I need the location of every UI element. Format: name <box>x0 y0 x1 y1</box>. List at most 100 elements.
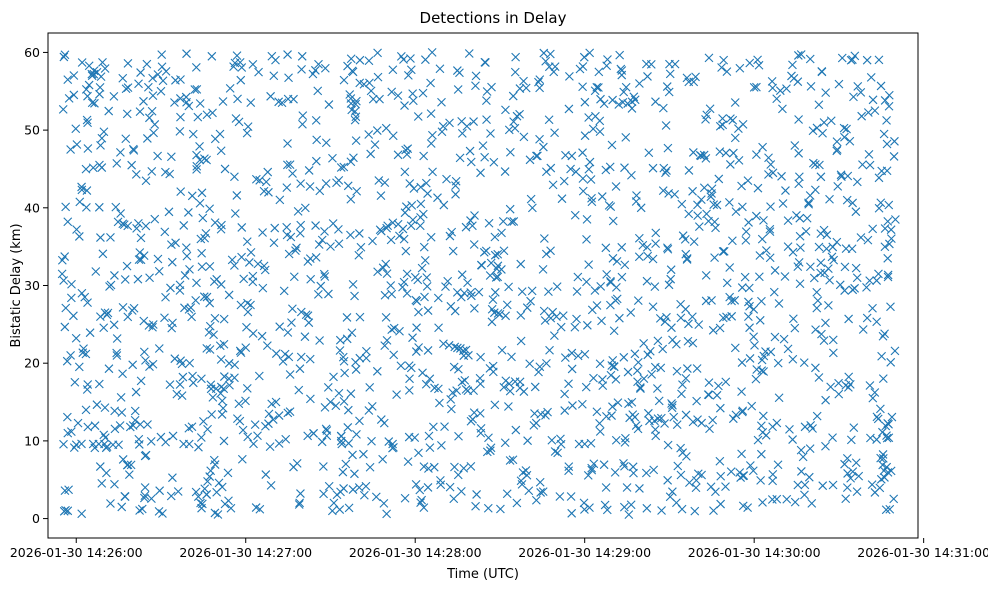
data-point <box>886 234 896 244</box>
data-point <box>643 251 653 261</box>
data-point <box>490 287 500 297</box>
data-point <box>243 298 252 308</box>
data-point <box>889 152 899 161</box>
data-point <box>185 265 194 274</box>
data-point <box>486 443 496 453</box>
data-point <box>184 439 194 449</box>
data-point <box>319 269 329 279</box>
data-point <box>418 88 428 98</box>
data-point <box>274 97 284 107</box>
data-point <box>841 244 851 254</box>
data-point <box>361 481 371 491</box>
data-point <box>140 491 150 500</box>
data-point <box>281 434 291 444</box>
x-tick-label: 2026-01-30 14:26:00 <box>10 545 143 560</box>
data-point <box>77 509 87 519</box>
data-point <box>380 341 390 351</box>
data-point <box>517 287 527 297</box>
data-point <box>867 480 877 489</box>
data-point <box>197 188 207 198</box>
data-point <box>141 221 151 231</box>
data-point <box>197 499 207 509</box>
data-point <box>239 274 249 284</box>
data-point <box>487 317 497 327</box>
data-point <box>883 253 893 263</box>
data-point <box>538 142 548 152</box>
data-point <box>180 303 189 313</box>
data-point <box>814 373 824 382</box>
data-point <box>702 110 712 120</box>
data-point <box>217 410 227 419</box>
data-point <box>636 384 645 394</box>
data-point <box>481 96 491 105</box>
data-point <box>647 369 657 379</box>
data-point <box>182 251 192 261</box>
data-point <box>819 336 829 345</box>
data-point <box>417 263 427 273</box>
data-point <box>98 249 108 259</box>
data-point <box>367 401 377 411</box>
data-point <box>78 348 88 358</box>
data-point <box>578 174 588 183</box>
data-point <box>488 295 498 305</box>
data-point <box>113 217 123 227</box>
data-point <box>134 79 143 89</box>
data-point <box>718 247 728 256</box>
data-point <box>794 257 804 267</box>
data-point <box>848 467 858 476</box>
data-point <box>737 407 747 417</box>
data-point <box>356 242 366 252</box>
data-point <box>69 311 78 321</box>
data-point <box>318 462 328 471</box>
data-point <box>408 215 418 225</box>
data-point <box>195 142 204 151</box>
data-point <box>74 232 84 241</box>
data-point <box>185 358 195 368</box>
data-point <box>648 302 658 312</box>
data-point <box>642 503 652 513</box>
data-point <box>862 283 871 292</box>
data-point <box>351 136 361 145</box>
data-point <box>448 246 458 256</box>
data-point <box>814 100 824 110</box>
data-point <box>560 389 570 399</box>
data-point <box>207 410 217 419</box>
data-point <box>615 50 625 60</box>
data-point <box>582 277 591 287</box>
data-point <box>735 63 745 73</box>
data-point <box>566 492 576 501</box>
data-point <box>690 506 700 516</box>
data-point <box>710 217 720 227</box>
data-point <box>177 391 187 400</box>
data-point <box>641 59 651 69</box>
data-point <box>851 207 861 217</box>
data-point <box>546 246 555 256</box>
data-point <box>236 300 246 310</box>
data-point <box>313 289 323 299</box>
data-point <box>459 351 469 361</box>
data-point <box>632 191 641 200</box>
data-point <box>249 439 258 449</box>
data-point <box>99 430 109 440</box>
data-point <box>201 228 211 238</box>
data-point <box>595 127 605 137</box>
data-point <box>439 200 449 210</box>
data-point <box>621 133 631 142</box>
data-point <box>336 431 346 441</box>
data-point <box>876 474 886 484</box>
data-point <box>495 309 505 319</box>
data-point <box>405 179 415 188</box>
data-point <box>354 250 364 260</box>
data-point <box>437 97 446 107</box>
data-point <box>303 257 313 266</box>
data-point <box>450 462 459 472</box>
data-point <box>339 75 349 85</box>
data-point <box>501 311 510 321</box>
data-point <box>175 127 185 136</box>
data-point <box>748 466 758 476</box>
data-point <box>886 225 896 235</box>
data-point <box>555 492 565 501</box>
data-point <box>122 109 132 119</box>
data-point <box>552 282 562 292</box>
